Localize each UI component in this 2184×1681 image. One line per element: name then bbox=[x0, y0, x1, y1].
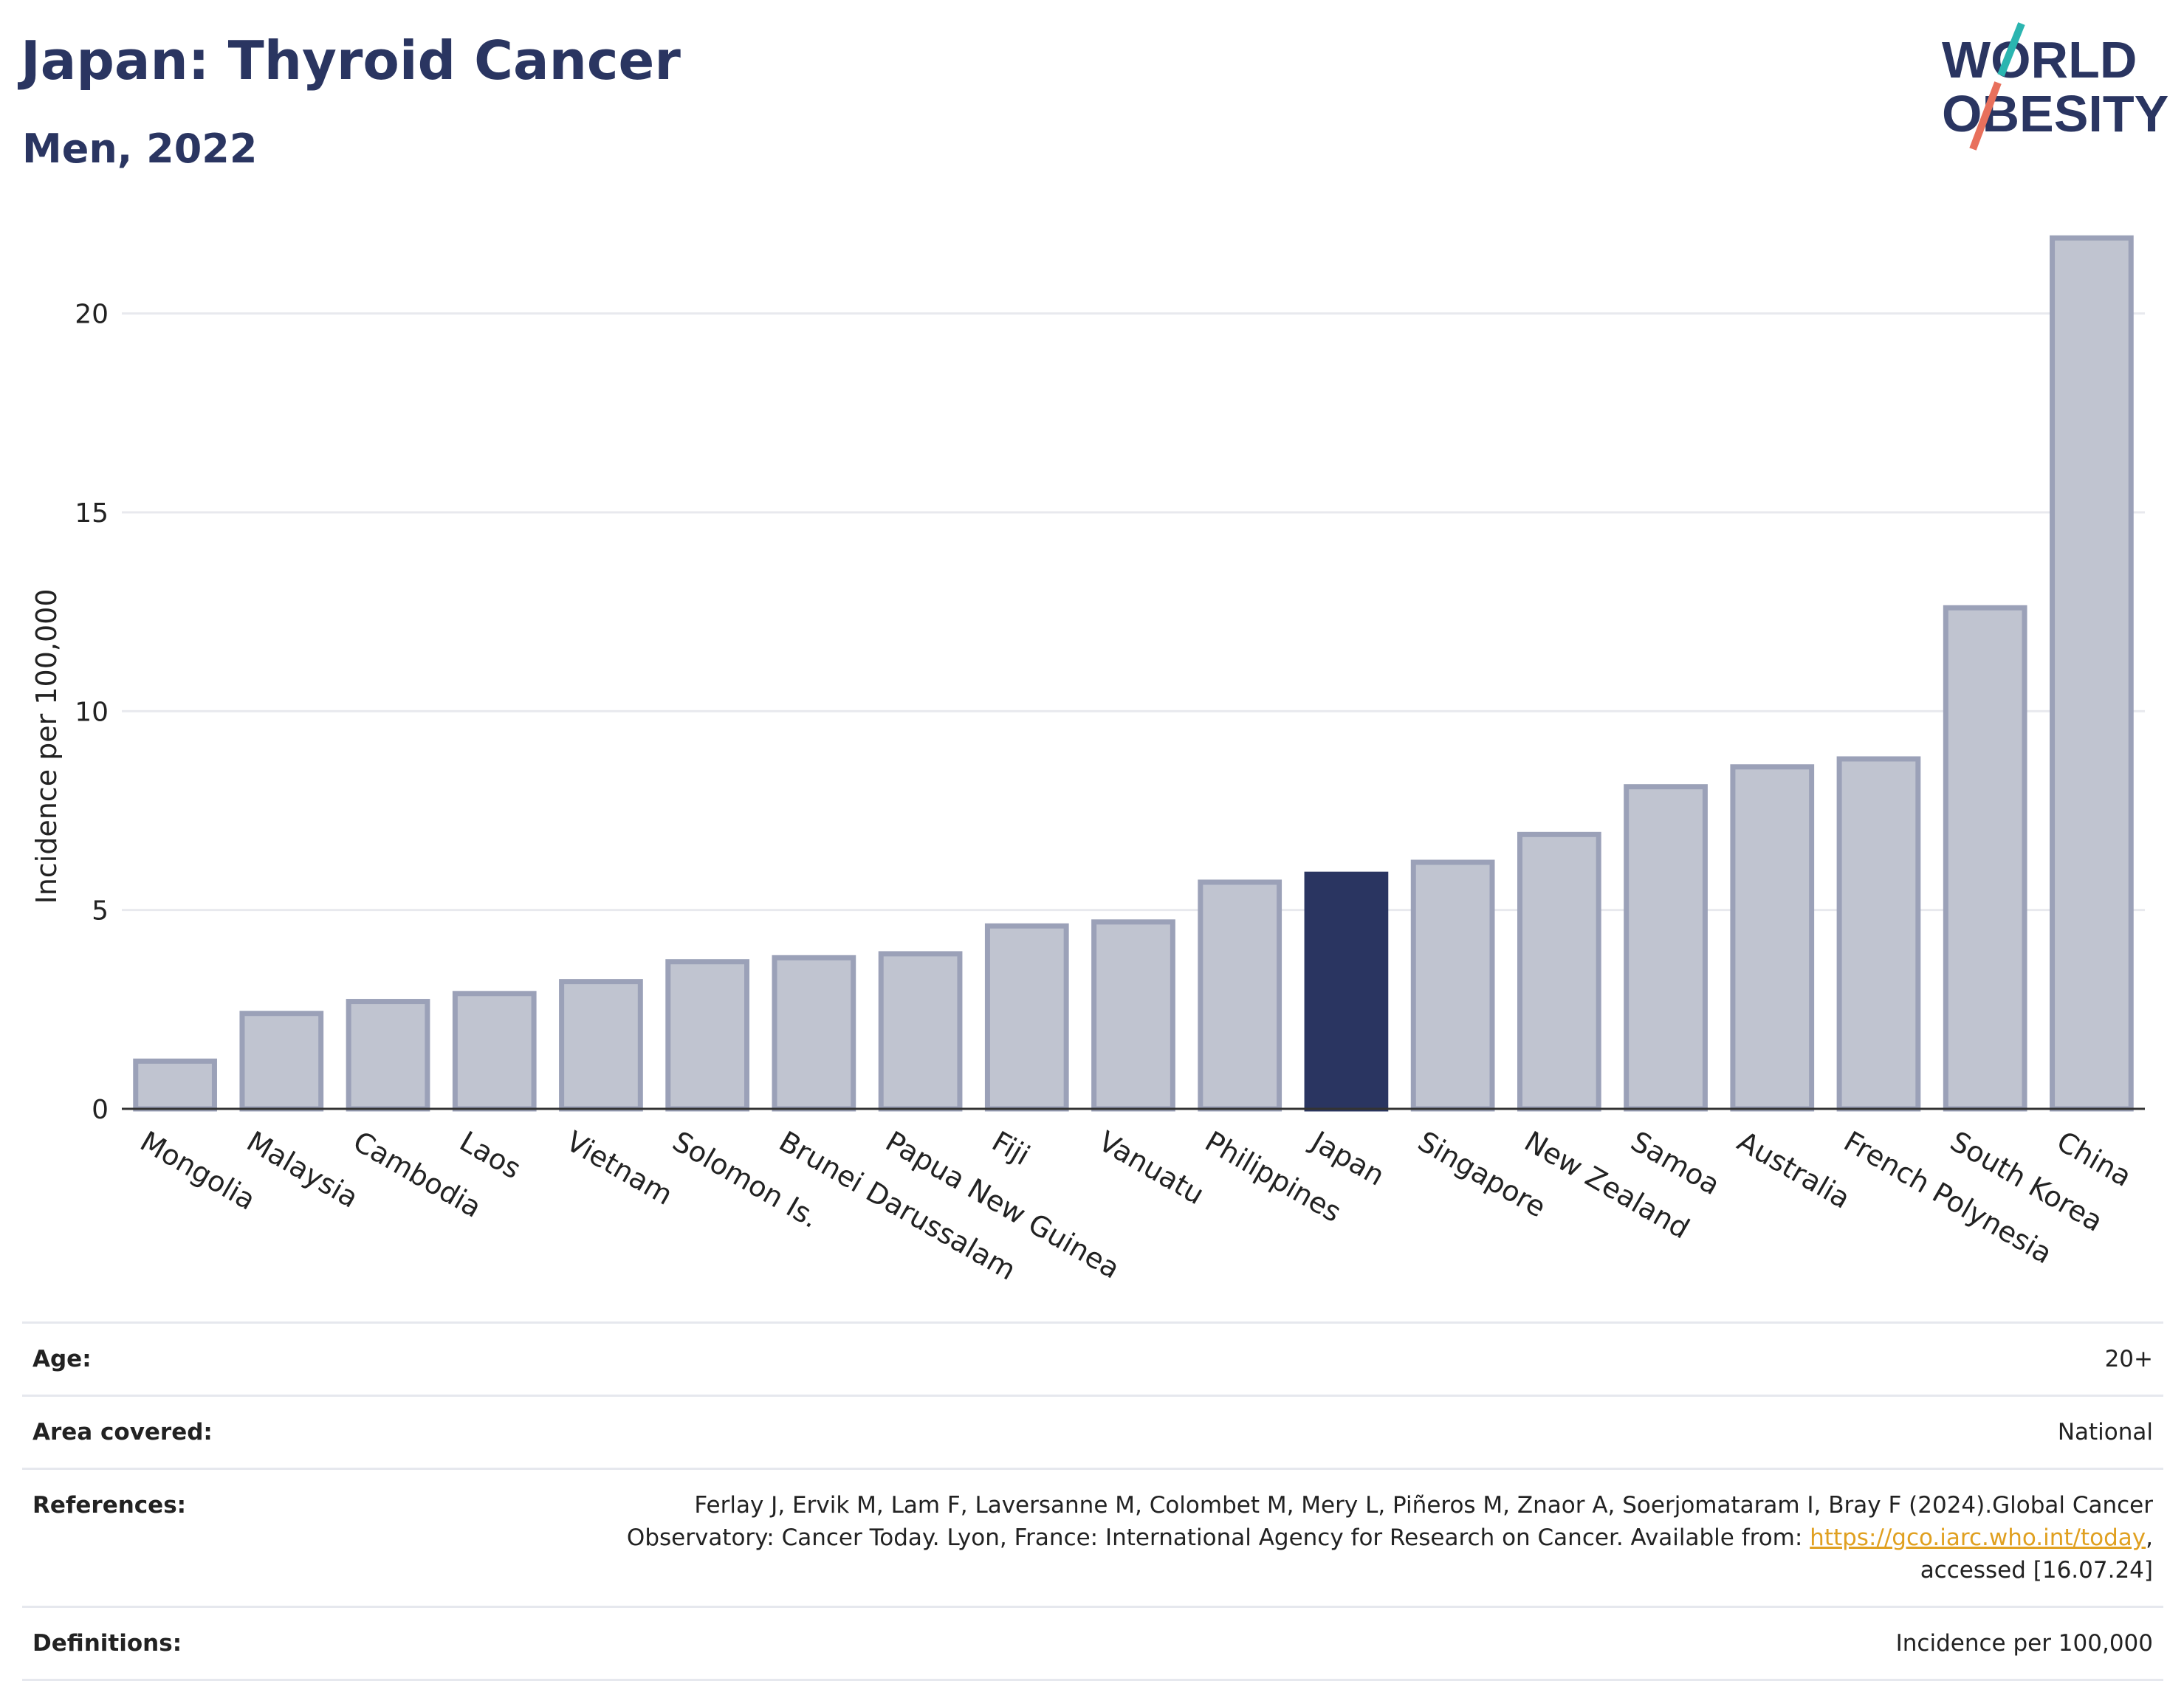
bar-vanuatu bbox=[1091, 919, 1175, 1112]
bar-japan bbox=[1304, 871, 1389, 1112]
page-subtitle: Men, 2022 bbox=[22, 126, 258, 172]
bar-china bbox=[2050, 235, 2134, 1112]
bar-brunei-darussalam bbox=[772, 955, 856, 1112]
info-row-references: References: Ferlay J, Ervik M, Lam F, La… bbox=[22, 1468, 2163, 1607]
bar-singapore bbox=[1410, 859, 1495, 1112]
bar-papua-new-guinea bbox=[878, 951, 963, 1112]
x-tick-label: Fiji bbox=[986, 1125, 1035, 1172]
age-value: 20+ bbox=[353, 1321, 2163, 1396]
info-row-age: Age: 20+ bbox=[22, 1321, 2163, 1396]
x-tick-label: Vanuatu bbox=[1093, 1125, 1210, 1211]
x-tick-label: Mongolia bbox=[135, 1125, 261, 1217]
y-tick-label: 0 bbox=[92, 1095, 109, 1125]
bar-laos bbox=[452, 991, 537, 1112]
page-title: Japan: Thyroid Cancer bbox=[21, 30, 681, 92]
y-tick-label: 10 bbox=[75, 697, 109, 727]
x-tick-label: Australia bbox=[1732, 1125, 1856, 1215]
bar-cambodia bbox=[346, 999, 430, 1112]
info-table: Age: 20+ Area covered: National Referenc… bbox=[22, 1321, 2163, 1681]
world-obesity-logo: WORLD OBESITY bbox=[1942, 22, 2168, 151]
definitions-value: Incidence per 100,000 bbox=[353, 1606, 2163, 1681]
age-label: Age: bbox=[22, 1321, 353, 1396]
bar-australia bbox=[1730, 764, 1815, 1112]
bar-mongolia bbox=[133, 1058, 217, 1112]
bar-south-korea bbox=[1943, 605, 2027, 1112]
bars bbox=[133, 235, 2134, 1112]
references-link[interactable]: https://gco.iarc.who.int/today bbox=[1810, 1524, 2146, 1551]
references-line2-end: , bbox=[2146, 1524, 2153, 1551]
definitions-label: Definitions: bbox=[22, 1606, 353, 1681]
bar-vietnam bbox=[559, 979, 643, 1112]
x-tick-label: Vietnam bbox=[560, 1125, 678, 1211]
y-tick-label: 5 bbox=[92, 896, 109, 927]
bar-new-zealand bbox=[1517, 831, 1601, 1112]
area-value: National bbox=[353, 1395, 2163, 1469]
y-tick-label: 15 bbox=[75, 498, 109, 529]
y-tick-labels: 0 5 10 15 20 bbox=[75, 300, 109, 1125]
references-label: References: bbox=[22, 1468, 353, 1607]
references-line3: accessed [16.07.24] bbox=[1920, 1557, 2153, 1584]
bar-philippines bbox=[1198, 879, 1282, 1112]
references-line2: Observatory: Cancer Today. Lyon, France:… bbox=[626, 1524, 1810, 1551]
bar-french-polynesia bbox=[1836, 756, 1921, 1112]
info-row-area: Area covered: National bbox=[22, 1395, 2163, 1469]
bar-malaysia bbox=[239, 1011, 324, 1112]
bar-solomon-is bbox=[665, 959, 750, 1112]
x-tick-label: Japan bbox=[1305, 1124, 1390, 1192]
logo-slash-top bbox=[1997, 22, 2025, 77]
bar-fiji bbox=[984, 923, 1069, 1112]
y-tick-label: 20 bbox=[75, 300, 109, 330]
references-line1: Ferlay J, Ervik M, Lam F, Laversanne M, … bbox=[694, 1492, 2153, 1519]
info-row-definitions: Definitions: Incidence per 100,000 bbox=[22, 1606, 2163, 1681]
references-value: Ferlay J, Ervik M, Lam F, Laversanne M, … bbox=[353, 1468, 2163, 1607]
x-tick-label: Malaysia bbox=[241, 1125, 364, 1214]
logo-line1: WORLD bbox=[1942, 31, 2137, 89]
area-label: Area covered: bbox=[22, 1395, 353, 1469]
x-tick-label: China bbox=[2051, 1125, 2137, 1193]
logo-slash-bottom bbox=[1969, 81, 2002, 151]
y-axis-label: Incidence per 100,000 bbox=[30, 588, 63, 904]
x-tick-label: Laos bbox=[454, 1125, 526, 1186]
bar-samoa bbox=[1624, 784, 1708, 1112]
